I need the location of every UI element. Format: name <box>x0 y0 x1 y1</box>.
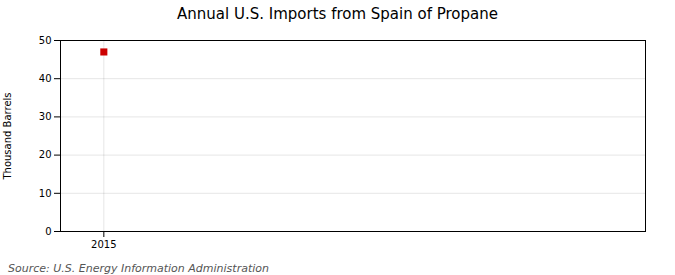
svg-text:20: 20 <box>39 149 52 160</box>
svg-text:0: 0 <box>45 226 51 237</box>
svg-text:40: 40 <box>39 73 52 84</box>
html-text:Annual U.S. Imports from Spain: Annual U.S. Imports from Spain of Propan… <box>177 5 498 23</box>
svg-text:2015: 2015 <box>91 239 116 250</box>
html-text:Source: U.S. Energy Informatio: Source: U.S. Energy Information Administ… <box>8 262 269 275</box>
svg-text:50: 50 <box>39 35 52 46</box>
svg-text:Thousand Barrels: Thousand Barrels <box>2 92 13 180</box>
svg-text:10: 10 <box>39 188 52 199</box>
svg-text:30: 30 <box>39 111 52 122</box>
